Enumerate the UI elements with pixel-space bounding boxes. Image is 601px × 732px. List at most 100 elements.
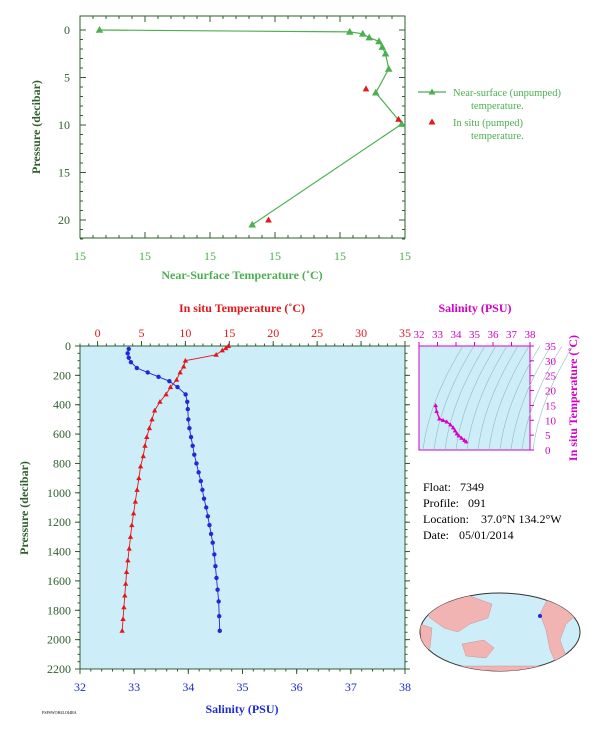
location-label: Location: <box>423 512 469 526</box>
near-surface-y-tick-label: 0 <box>64 23 70 37</box>
temperature-point <box>173 376 180 382</box>
salinity-tick-label: 33 <box>128 680 140 694</box>
temperature-point <box>182 357 189 363</box>
ts-salinity-tick-label: 37 <box>506 329 518 341</box>
legend-label-near-surface-2: temperature. <box>471 101 524 112</box>
map-land-antarctica <box>429 665 571 671</box>
ts-salinity-tick-label: 34 <box>451 329 463 341</box>
salinity-point <box>126 355 131 360</box>
temperature-point <box>127 534 134 539</box>
salinity-point <box>213 564 218 569</box>
temperature-point <box>125 557 131 563</box>
legend-triangle-marker-green <box>428 88 436 95</box>
ts-point <box>437 416 442 421</box>
pressure-tick-label: 1000 <box>47 486 71 500</box>
ts-point <box>440 417 446 422</box>
pressure-tick-label: 200 <box>53 368 71 382</box>
salinity-point <box>217 628 222 634</box>
near-surface-x-tick-label: 15 <box>334 249 346 263</box>
temperature-point <box>180 363 187 369</box>
salinity-point <box>128 359 134 365</box>
temperature-point <box>157 398 163 404</box>
salinity-point <box>134 365 140 371</box>
temperature-tick-label: 20 <box>267 326 279 340</box>
pressure-tick-label: 600 <box>53 427 71 441</box>
ts-diagram: 32 33 34 35 36 37 38 0 5 10 15 20 25 30 35 Salinity (… <box>414 301 581 461</box>
legend-label-in-situ-2: temperature. <box>471 131 524 142</box>
salinity-point <box>126 346 131 352</box>
ts-salinity-axis-label: Salinity (PSU) <box>438 301 511 315</box>
near-surface-y-tick-labels: 0 5 10 15 20 <box>58 23 70 227</box>
density-contour <box>433 345 475 451</box>
ts-point <box>463 439 469 444</box>
ts-point <box>444 419 450 424</box>
pressure-tick-label: 1600 <box>47 574 71 588</box>
near-surface-y-tick-label: 5 <box>64 71 70 85</box>
density-contour <box>532 345 574 451</box>
temperature-point <box>167 384 174 390</box>
ts-salinity-tick-label: 32 <box>414 329 425 341</box>
ts-salinity-tick-labels: 32 33 34 35 36 37 38 <box>414 329 537 341</box>
salinity-tick-label: 34 <box>182 680 194 694</box>
salinity-point <box>198 478 203 484</box>
salinity-point <box>194 461 199 466</box>
near-surface-legend: Near-surface (unpumped) temperature. In … <box>418 88 561 142</box>
profile-value: 091 <box>468 496 486 510</box>
pressure-tick-label: 2200 <box>47 662 71 676</box>
ts-temperature-tick-labels: 0 5 10 15 20 25 30 35 <box>545 341 557 457</box>
pressure-tick-label: 1400 <box>47 545 71 559</box>
salinity-point <box>185 399 190 404</box>
float-value: 7349 <box>460 480 484 494</box>
near-surface-chart: 15 15 15 15 15 15 0 5 10 15 20 Near-Surface Tempe… <box>29 15 561 282</box>
ts-salinity-tick-label: 38 <box>525 329 537 341</box>
temperature-point <box>225 343 232 348</box>
near-surface-x-tick-label: 15 <box>139 249 151 263</box>
temperature-point <box>163 391 169 397</box>
salinity-point <box>204 505 209 510</box>
profile-y-axis-label: Pressure (decibar) <box>17 461 31 555</box>
ts-temperature-axis-label: In situ Temperature (˚C) <box>566 335 580 461</box>
near-surface-temperature-point <box>95 26 104 33</box>
ts-temperature-tick-label: 25 <box>545 371 557 383</box>
ts-ticks <box>418 342 534 451</box>
in-situ-temperature-point <box>362 85 370 92</box>
near-surface-temperature-point <box>375 37 383 45</box>
density-contour <box>455 345 497 451</box>
near-surface-temperature-point <box>365 33 374 41</box>
salinity-point <box>186 417 191 422</box>
temperature-point <box>120 616 126 622</box>
salinity-point <box>217 613 222 619</box>
temperature-point <box>152 407 158 413</box>
ts-point <box>454 431 460 436</box>
pressure-tick-labels: 0 200 400 600 800 1000 1200 1400 1600 1800 2000 220… <box>47 339 71 676</box>
pressure-tick-label: 400 <box>53 398 71 412</box>
near-surface-x-tick-labels: 15 15 15 15 15 15 <box>74 249 411 263</box>
salinity-point <box>208 531 214 537</box>
temperature-point <box>137 463 144 469</box>
legend-triangle-marker-red <box>428 118 436 125</box>
location-value: 37.0°N 134.2°W <box>481 512 562 526</box>
ts-salinity-tick-label: 35 <box>469 329 481 341</box>
ts-salinity-tick-label: 33 <box>432 329 444 341</box>
temperature-point <box>121 604 127 610</box>
map-land-australia <box>461 639 495 659</box>
date-label: Date: <box>423 528 449 542</box>
pressure-tick-label: 800 <box>53 456 71 470</box>
ts-series <box>433 403 469 444</box>
ts-salinity-tick-label: 36 <box>488 329 500 341</box>
ts-temperature-tick-label: 30 <box>545 356 557 368</box>
near-surface-temperature-point <box>358 29 367 37</box>
salinity-tick-label: 32 <box>74 680 86 694</box>
salinity-tick-label: 36 <box>291 680 303 694</box>
salinity-point <box>188 434 194 440</box>
salinity-point <box>167 379 172 384</box>
legend-label-near-surface: Near-surface (unpumped) <box>453 88 561 99</box>
temperature-tick-label: 10 <box>179 326 191 340</box>
near-surface-temperature-point <box>384 64 393 72</box>
density-contour <box>444 345 486 451</box>
temperature-point <box>126 545 132 551</box>
ts-point <box>434 408 439 414</box>
salinity-point <box>215 587 220 592</box>
salinity-point <box>156 374 161 380</box>
temperature-point <box>136 475 142 481</box>
